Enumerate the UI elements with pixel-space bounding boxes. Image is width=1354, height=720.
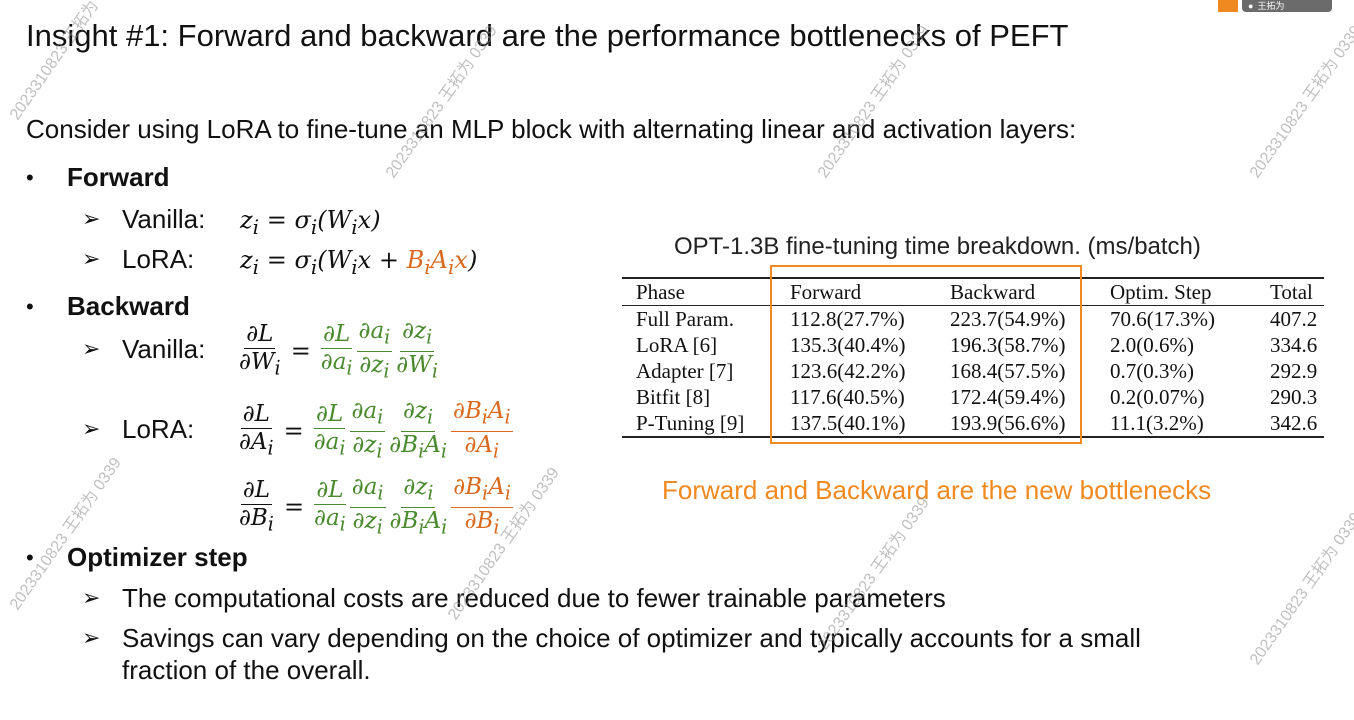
table-cell: 223.7(54.9%) [950,307,1066,331]
table-cell: 407.2 [1270,307,1318,331]
app-icon [1218,0,1238,12]
presenter-badge: ● 王拓为 [1218,0,1332,12]
table-cell: 0.7(0.3%) [1110,359,1194,383]
watermark: 2023310823 王拓为 0339 [6,454,125,614]
table-cell: Bitfit [8] [636,385,711,409]
forward-vanilla-label: Vanilla: [122,204,206,234]
table-cell: 292.9 [1270,359,1318,383]
table-cell: 137.5(40.1%) [776,410,936,438]
table-cell: Full Param. [636,307,734,331]
bullet-dot: • [26,545,34,570]
time-breakdown-table: Phase Forward Backward Optim. Step Total… [622,277,1324,438]
backward-label: Backward [67,291,190,321]
shield-icon: ● [1248,1,1254,11]
table-caption: OPT-1.3B fine-tuning time breakdown. (ms… [674,233,1201,260]
backward-vanilla-equation: ∂L ∂Wi = ∂L ∂ai ∂ai ∂zi ∂zi ∂Wi [239,318,438,383]
table-row: P-Tuning [9] 137.5(40.1%) 193.9(56.6%) 1… [622,410,1324,438]
arrow-icon: ➢ [82,336,101,361]
table-cell: 342.6 [1256,410,1324,438]
forward-vanilla-equation: zi = σi(Wix) [240,206,381,239]
forward-backward-highlight-box [770,265,1082,444]
table-header-cell: Phase [622,277,776,306]
arrow-icon: ➢ [82,246,101,271]
bottleneck-note: Forward and Backward are the new bottlen… [662,475,1212,505]
table-cell: Adapter [7] [636,359,734,383]
table-row: LoRA [6] 135.3(40.4%) 196.3(58.7%) 2.0(0… [622,332,1324,358]
table-cell: 2.0(0.6%) [1110,333,1194,357]
backward-lora-equation-a: ∂L ∂Ai = ∂L ∂ai ∂ai ∂zi ∂zi ∂BiAi ∂BiAi ∂Ai [239,398,513,463]
table-row: Bitfit [8] 117.6(40.5%) 172.4(59.4%) 0.2… [622,384,1324,410]
optimizer-item-2-line-1: Savings can vary depending on the choice… [122,623,1141,653]
table-cell: 196.3(58.7%) [950,333,1066,357]
optimizer-item-1: The computational costs are reduced due … [122,583,946,613]
arrow-icon: ➢ [82,585,101,610]
table-cell: P-Tuning [9] [622,410,776,438]
intro-text: Consider using LoRA to fine-tune an MLP … [26,114,1077,144]
table-cell: 135.3(40.4%) [790,333,906,357]
forward-lora-equation: zi = σi(Wix + BiAix) [240,246,478,279]
bullet-dot: • [26,294,34,319]
table-cell: 70.6(17.3%) [1110,307,1215,331]
table-cell: 334.6 [1270,333,1318,357]
watermark: 2023310823 王拓为 0339 [1246,509,1354,669]
table-cell: LoRA [6] [636,333,718,357]
backward-lora-label: LoRA: [122,414,195,444]
backward-lora-equation-b: ∂L ∂Bi = ∂L ∂ai ∂ai ∂zi ∂zi ∂BiAi ∂BiAi ∂Bi [239,474,513,539]
arrow-icon: ➢ [82,206,101,231]
table-cell: 172.4(59.4%) [950,385,1066,409]
optimizer-item-2-line-2: fraction of the overall. [122,655,371,685]
arrow-icon: ➢ [82,625,101,650]
forward-label: Forward [67,162,170,192]
table-cell: 0.2(0.07%) [1110,385,1205,409]
backward-vanilla-label: Vanilla: [122,334,206,364]
forward-lora-label: LoRA: [122,244,195,274]
table-row: Full Param. 112.8(27.7%) 223.7(54.9%) 70… [622,306,1324,333]
slide-title: Insight #1: Forward and backward are the… [26,18,1069,53]
bullet-dot: • [26,165,34,190]
table-cell: 123.6(42.2%) [790,359,906,383]
table-cell: 290.3 [1270,385,1318,409]
table-header-cell: Optim. Step [1096,277,1256,306]
optimizer-label: Optimizer step [67,542,248,572]
watermark: 2023310823 王拓为 0339 [1246,22,1354,182]
table-header-cell: Forward [776,277,936,306]
table-cell: 193.9(56.6%) [936,410,1096,438]
table-row: Adapter [7] 123.6(42.2%) 168.4(57.5%) 0.… [622,358,1324,384]
table-cell: 117.6(40.5%) [790,385,905,409]
table-header-cell: Total [1256,277,1324,306]
presenter-name: 王拓为 [1257,1,1285,11]
arrow-icon: ➢ [82,416,101,441]
table-header-row: Phase Forward Backward Optim. Step Total [622,277,1324,306]
table-cell: 11.1(3.2%) [1096,410,1256,438]
table-header-cell: Backward [936,277,1096,306]
table-cell: 168.4(57.5%) [950,359,1066,383]
table-cell: 112.8(27.7%) [790,307,905,331]
